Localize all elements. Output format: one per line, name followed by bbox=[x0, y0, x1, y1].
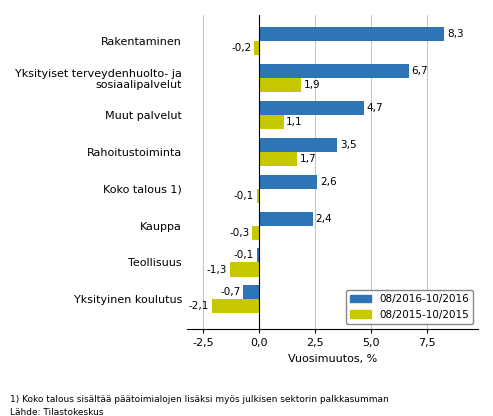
Bar bbox=[259, 27, 445, 41]
Text: Lähde: Tilastokeskus: Lähde: Tilastokeskus bbox=[10, 408, 104, 416]
Text: 8,3: 8,3 bbox=[447, 29, 464, 39]
Bar bbox=[244, 285, 259, 300]
Bar bbox=[252, 225, 259, 240]
Bar bbox=[259, 78, 301, 92]
Bar bbox=[259, 64, 409, 78]
Text: -2,1: -2,1 bbox=[189, 302, 210, 312]
Text: 1,1: 1,1 bbox=[286, 117, 303, 127]
Text: -0,1: -0,1 bbox=[234, 191, 254, 201]
Text: 2,4: 2,4 bbox=[316, 213, 332, 223]
Text: 3,5: 3,5 bbox=[340, 140, 356, 150]
Bar bbox=[259, 152, 297, 166]
Bar bbox=[257, 248, 259, 262]
Legend: 08/2016-10/2016, 08/2015-10/2015: 08/2016-10/2016, 08/2015-10/2015 bbox=[346, 290, 473, 324]
Text: -1,3: -1,3 bbox=[207, 265, 227, 275]
Bar bbox=[259, 211, 313, 225]
Text: -0,3: -0,3 bbox=[229, 228, 249, 238]
Text: 1) Koko talous sisältää päätoimialojen lisäksi myös julkisen sektorin palkkasumm: 1) Koko talous sisältää päätoimialojen l… bbox=[10, 395, 388, 404]
Text: -0,1: -0,1 bbox=[234, 250, 254, 260]
Bar bbox=[259, 138, 337, 152]
Bar bbox=[212, 300, 259, 314]
Text: 2,6: 2,6 bbox=[320, 177, 336, 187]
Bar bbox=[259, 175, 317, 188]
Text: -0,7: -0,7 bbox=[220, 287, 241, 297]
Bar bbox=[259, 101, 364, 115]
Text: 1,7: 1,7 bbox=[300, 154, 317, 163]
Bar bbox=[259, 115, 283, 129]
Text: 6,7: 6,7 bbox=[411, 66, 428, 76]
Text: 1,9: 1,9 bbox=[304, 80, 321, 90]
Text: -0,2: -0,2 bbox=[232, 43, 252, 53]
Bar bbox=[230, 262, 259, 277]
Bar bbox=[254, 41, 259, 55]
Text: 4,7: 4,7 bbox=[367, 103, 384, 113]
X-axis label: Vuosimuutos, %: Vuosimuutos, % bbox=[288, 354, 377, 364]
Bar bbox=[257, 188, 259, 203]
